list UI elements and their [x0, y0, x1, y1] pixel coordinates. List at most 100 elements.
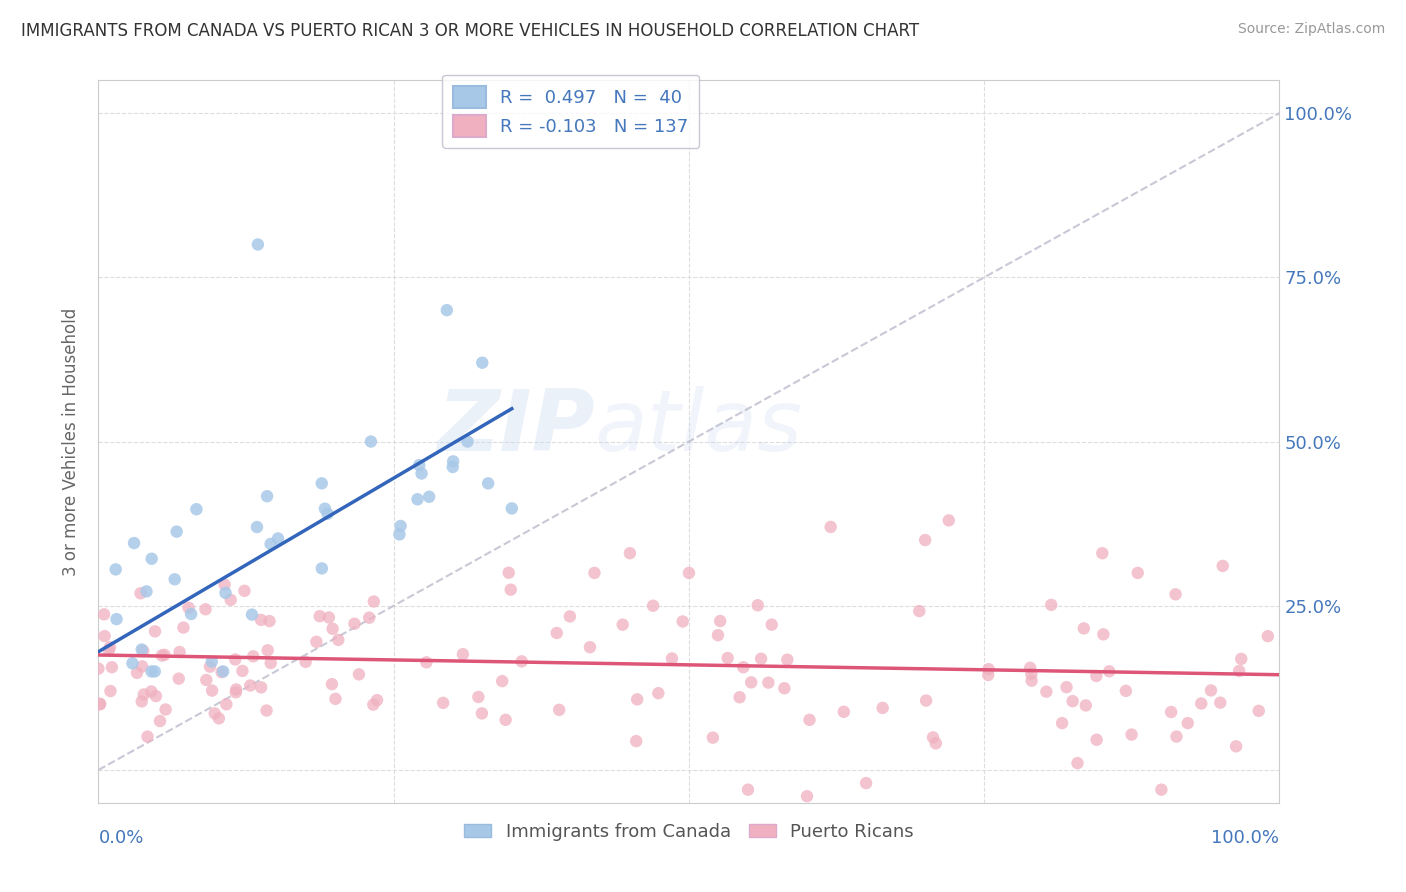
Point — [256, 489, 278, 503]
Point — [776, 653, 799, 667]
Point — [619, 546, 641, 560]
Point — [477, 476, 499, 491]
Point — [1230, 652, 1253, 666]
Point — [820, 520, 842, 534]
Point — [406, 492, 429, 507]
Point — [347, 667, 370, 681]
Point — [1199, 683, 1222, 698]
Point — [212, 665, 235, 679]
Point — [305, 635, 328, 649]
Point — [758, 675, 780, 690]
Text: IMMIGRANTS FROM CANADA VS PUERTO RICAN 3 OR MORE VEHICLES IN HOUSEHOLD CORRELATI: IMMIGRANTS FROM CANADA VS PUERTO RICAN 3… — [21, 22, 920, 40]
Point — [471, 356, 494, 370]
Point — [624, 734, 647, 748]
Point — [360, 434, 382, 449]
Point — [977, 662, 1000, 676]
Point — [131, 642, 153, 657]
Point — [211, 665, 233, 680]
Point — [328, 632, 350, 647]
Point — [733, 660, 755, 674]
Point — [150, 648, 173, 663]
Point — [308, 609, 330, 624]
Point — [1050, 716, 1073, 731]
Text: Source: ZipAtlas.com: Source: ZipAtlas.com — [1237, 22, 1385, 37]
Point — [155, 702, 177, 716]
Point — [256, 643, 278, 657]
Point — [93, 607, 115, 622]
Point — [441, 454, 464, 468]
Point — [1160, 705, 1182, 719]
Point — [579, 640, 602, 655]
Point — [153, 648, 176, 662]
Point — [180, 607, 202, 621]
Point — [129, 586, 152, 600]
Point — [122, 536, 145, 550]
Point — [737, 782, 759, 797]
Point — [177, 600, 200, 615]
Point — [101, 660, 124, 674]
Point — [1019, 661, 1042, 675]
Point — [799, 713, 821, 727]
Point — [325, 691, 347, 706]
Point — [359, 610, 381, 624]
Point — [1115, 684, 1137, 698]
Point — [250, 681, 273, 695]
Point — [143, 665, 166, 679]
Point — [104, 562, 127, 576]
Point — [321, 677, 343, 691]
Point — [214, 586, 236, 600]
Point — [641, 599, 664, 613]
Point — [672, 615, 695, 629]
Point — [702, 731, 724, 745]
Point — [121, 657, 143, 671]
Point — [548, 703, 571, 717]
Point — [132, 688, 155, 702]
Point — [1091, 546, 1114, 560]
Point — [1126, 566, 1149, 580]
Point — [225, 682, 247, 697]
Point — [172, 621, 194, 635]
Point — [233, 583, 256, 598]
Point — [773, 681, 796, 696]
Point — [1209, 696, 1232, 710]
Point — [1040, 598, 1063, 612]
Text: ZIP: ZIP — [437, 385, 595, 468]
Point — [1073, 621, 1095, 635]
Point — [169, 645, 191, 659]
Point — [105, 612, 128, 626]
Point — [98, 640, 121, 655]
Point — [457, 434, 479, 449]
Point — [100, 684, 122, 698]
Point — [149, 714, 172, 728]
Point — [87, 662, 110, 676]
Point — [141, 665, 163, 679]
Point — [318, 610, 340, 624]
Point — [495, 713, 517, 727]
Point — [1021, 667, 1043, 681]
Point — [467, 690, 489, 704]
Text: 0.0%: 0.0% — [98, 829, 143, 847]
Point — [201, 683, 224, 698]
Point — [242, 649, 264, 664]
Point — [231, 664, 253, 678]
Point — [1177, 716, 1199, 731]
Point — [501, 501, 523, 516]
Point — [451, 647, 474, 661]
Point — [1257, 629, 1279, 643]
Point — [240, 607, 263, 622]
Point — [1021, 673, 1043, 688]
Point — [749, 651, 772, 665]
Point — [198, 659, 221, 673]
Point — [186, 502, 208, 516]
Point — [922, 731, 945, 745]
Point — [1150, 782, 1173, 797]
Point — [219, 592, 242, 607]
Point — [432, 696, 454, 710]
Point — [796, 789, 818, 804]
Point — [441, 459, 464, 474]
Point — [914, 533, 936, 547]
Point — [256, 704, 278, 718]
Point — [491, 674, 513, 689]
Point — [246, 237, 269, 252]
Point — [740, 675, 762, 690]
